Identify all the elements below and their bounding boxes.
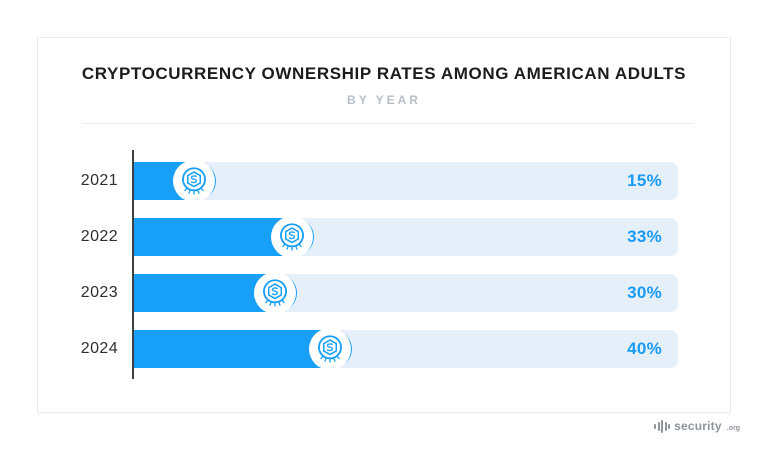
bar-track: 33%	[134, 216, 678, 258]
bar-fill	[134, 328, 352, 370]
brand-name: security	[674, 419, 722, 433]
header-divider	[82, 123, 694, 124]
value-label: 33%	[627, 227, 662, 246]
bar-track: 30%	[134, 272, 678, 314]
chart-row: 2023 30%	[81, 272, 678, 314]
chart-title: CRYPTOCURRENCY OWNERSHIP RATES AMONG AME…	[81, 64, 687, 83]
year-label: 2023	[80, 284, 118, 301]
chart-row: 2022 33%	[81, 216, 678, 258]
value-label: 30%	[627, 283, 662, 302]
y-axis-line	[132, 150, 134, 379]
bar-fill	[134, 272, 298, 314]
bar-fill	[134, 160, 216, 202]
value-label: 40%	[627, 339, 662, 358]
chart-row: 2021 15%	[81, 160, 678, 202]
year-label: 2022	[80, 228, 118, 245]
chart-row: 2024 40%	[81, 328, 678, 370]
crypto-coin-icon	[270, 216, 313, 258]
value-label: 15%	[627, 171, 662, 190]
year-label: 2024	[80, 340, 118, 357]
chart-subtitle: BY YEAR	[347, 93, 421, 107]
crypto-coin-icon	[172, 160, 215, 202]
security-org-logo: security .org	[654, 419, 740, 433]
chart-card: CRYPTOCURRENCY OWNERSHIP RATES AMONG AME…	[37, 37, 731, 413]
bar-fill	[134, 216, 314, 258]
crypto-coin-icon	[308, 328, 351, 370]
brand-suffix: .org	[726, 425, 740, 432]
year-label: 2021	[80, 172, 118, 189]
bar-chart: 2021 15% 2022	[38, 150, 678, 379]
security-org-brand-icon	[654, 419, 671, 433]
bar-track: 40%	[134, 328, 678, 370]
bar-track: 15%	[134, 160, 678, 202]
crypto-coin-icon	[254, 272, 297, 314]
